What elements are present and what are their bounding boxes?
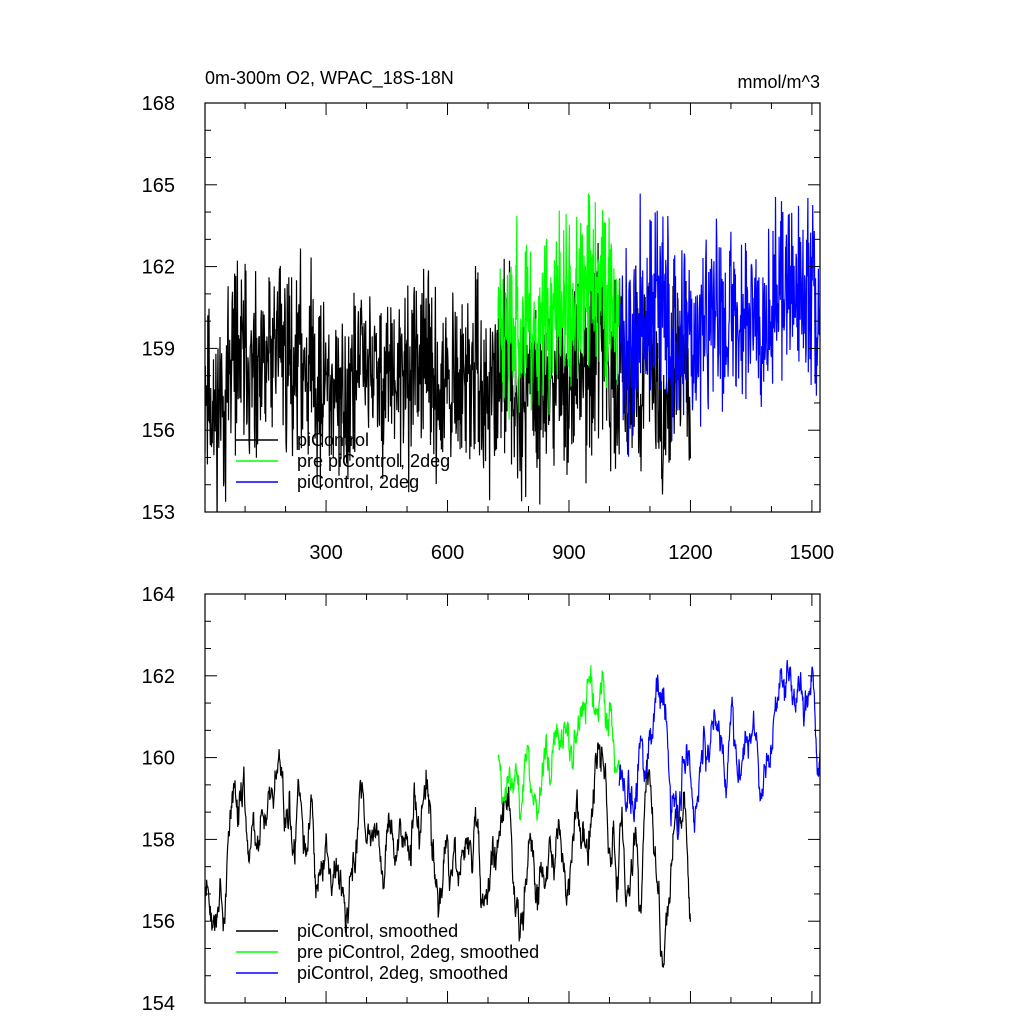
series-line-1 — [497, 193, 620, 420]
y-tick-label: 165 — [142, 175, 175, 197]
plot-frame — [204, 102, 821, 513]
x-tick-label: 1500 — [790, 542, 835, 564]
y-tick-label: 159 — [142, 338, 175, 360]
top-panel: 0m-300m O2, WPAC_18S-18N mmol/m^3 153 156… — [142, 68, 835, 564]
bottom-panel: 154 156 158 160 162 164 piControl, smoothedpre… — [142, 584, 821, 1015]
y-tick-label: 153 — [142, 502, 175, 524]
series-line-2 — [618, 193, 820, 457]
legend-label: piControl, smoothed — [297, 921, 458, 941]
chart-units: mmol/m^3 — [738, 72, 820, 92]
legend-label: piControl, 2deg — [297, 472, 419, 492]
chart-title: 0m-300m O2, WPAC_18S-18N — [205, 68, 454, 89]
y-tick-label: 168 — [142, 93, 175, 115]
y-tick-label: 162 — [142, 666, 175, 688]
y-tick-label: 156 — [142, 911, 175, 933]
legend-label: pre piControl, 2deg, smoothed — [297, 942, 539, 962]
series-line-0 — [205, 242, 691, 512]
y-tick-label: 162 — [142, 257, 175, 279]
y-tick-label: 160 — [142, 748, 175, 770]
y-tick-label: 164 — [142, 584, 175, 606]
plot-frame — [204, 593, 821, 1004]
legend-label: pre piControl, 2deg — [297, 451, 450, 471]
legend-label: piControl — [297, 430, 369, 450]
x-tick-label: 1200 — [668, 542, 713, 564]
x-tick-label: 300 — [309, 542, 342, 564]
y-tick-label: 158 — [142, 829, 175, 851]
x-tick-label: 900 — [552, 542, 585, 564]
y-tick-label: 154 — [142, 993, 175, 1015]
x-tick-label: 600 — [431, 542, 464, 564]
series-line-0 — [205, 742, 691, 968]
y-tick-label: 156 — [142, 420, 175, 442]
series-line-1 — [497, 665, 620, 821]
legend-label: piControl, 2deg, smoothed — [297, 963, 508, 983]
series-line-2 — [618, 660, 820, 841]
